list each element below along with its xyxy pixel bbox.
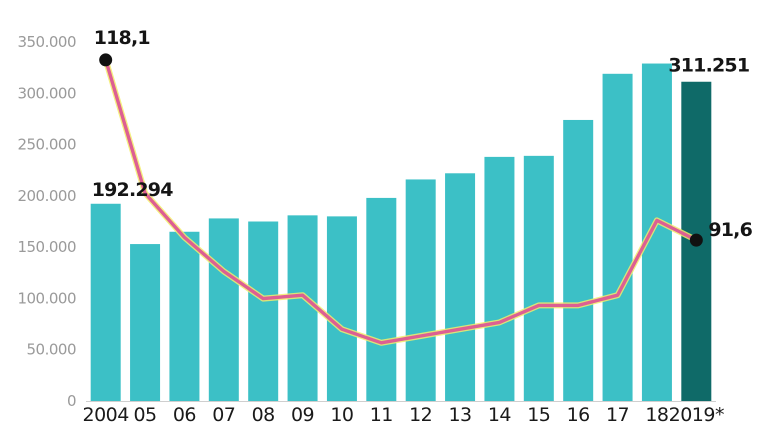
bar-11 [366, 197, 397, 401]
data-label: 118,1 [94, 27, 150, 49]
x-axis: 2004 05 06 07 08 09 10 11 12 13 14 15 16 17 18 2019* [83, 404, 725, 426]
x-tick-label: 09 [291, 404, 314, 426]
bar-08 [248, 221, 279, 401]
x-tick-label: 2019* [669, 404, 724, 426]
y-tick-label: 250.000 [17, 136, 76, 154]
x-tick-label: 14 [488, 404, 512, 426]
x-tick-label: 11 [370, 404, 393, 426]
data-labels: 192.294 311.251 118,1 91,6 [92, 27, 754, 241]
x-tick-label: 07 [212, 404, 235, 426]
bar-14 [484, 156, 515, 401]
bar-09 [287, 215, 318, 401]
line-series [99, 53, 703, 346]
bar-06 [169, 231, 200, 401]
bar-13 [445, 173, 476, 401]
bar-18 [641, 63, 672, 401]
data-label: 192.294 [92, 179, 174, 201]
x-tick-label: 12 [409, 404, 432, 426]
x-tick-label: 06 [173, 404, 196, 426]
y-axis: 0 50.000 100.000 150.000 200.000 250.000 300.0… [17, 33, 76, 410]
y-tick-label: 150.000 [17, 238, 76, 256]
line-path [104, 58, 698, 345]
bar-17 [602, 73, 633, 401]
bar-10 [326, 216, 357, 401]
y-tick-label: 300.000 [17, 84, 76, 102]
x-tick-label: 08 [252, 404, 275, 426]
line-marker [99, 53, 113, 67]
line-marker [689, 233, 703, 247]
y-tick-label: 350.000 [17, 33, 76, 51]
x-tick-label: 13 [448, 404, 471, 426]
x-tick-label: 15 [527, 404, 550, 426]
y-tick-label: 200.000 [17, 187, 76, 205]
bar-16 [563, 119, 594, 401]
x-tick-label: 16 [567, 404, 590, 426]
x-tick-label: 05 [133, 404, 156, 426]
y-tick-label: 0 [67, 392, 76, 410]
x-tick-label: 17 [606, 404, 629, 426]
y-tick-label: 100.000 [17, 289, 76, 307]
x-tick-label: 18 [645, 404, 668, 426]
bar-07 [208, 218, 239, 401]
bar-series [86, 63, 716, 402]
y-tick-label: 50.000 [27, 341, 77, 359]
bar-15 [523, 155, 554, 401]
data-label: 91,6 [708, 219, 752, 241]
data-label: 311.251 [668, 55, 749, 77]
x-tick-label: 2004 [83, 404, 130, 426]
bar-05 [130, 244, 161, 401]
x-tick-label: 10 [330, 404, 353, 426]
bar-2004 [90, 203, 121, 401]
bar-12 [405, 179, 436, 401]
